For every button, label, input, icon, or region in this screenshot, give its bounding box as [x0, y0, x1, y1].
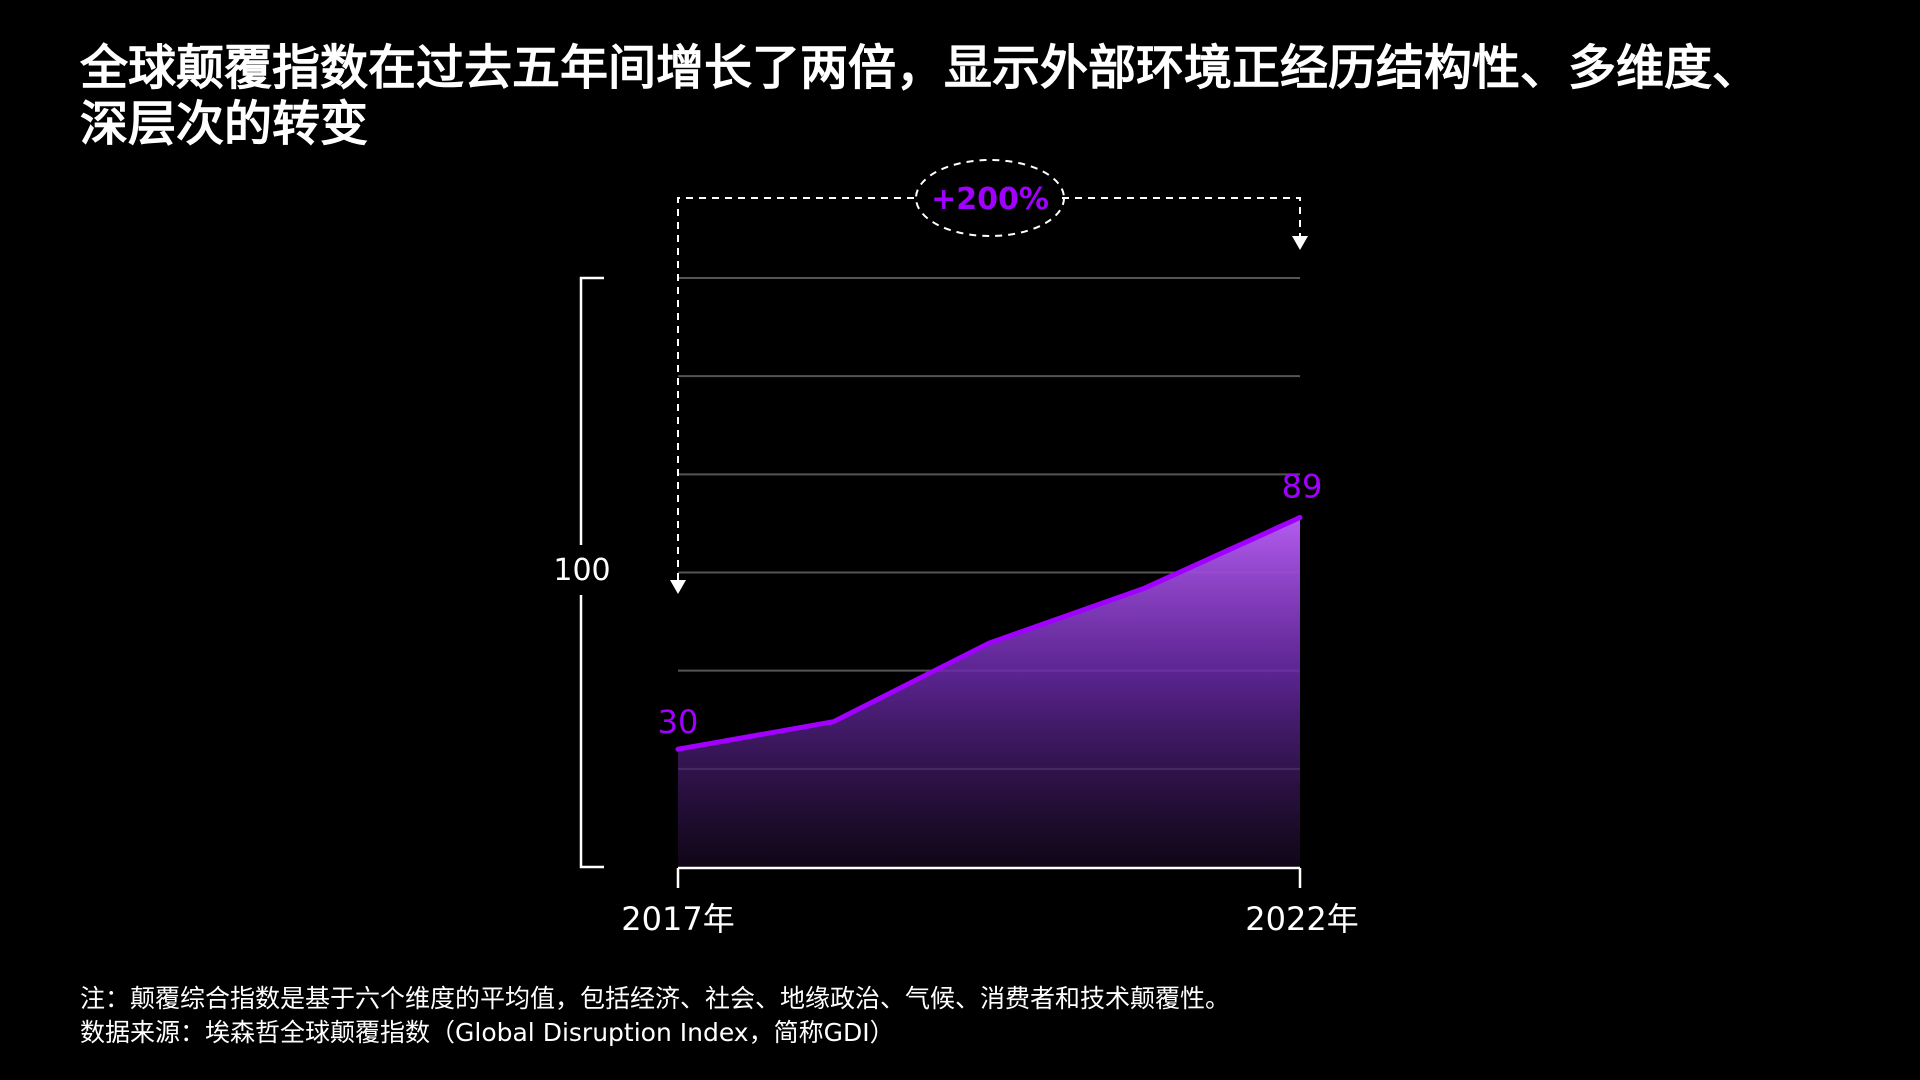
series-line [675, 515, 1303, 752]
y-scale-bracket [540, 276, 620, 869]
source-text: 数据来源：埃森哲全球颠覆指数（Global Disruption Index，简… [80, 1018, 895, 1047]
y-scale-label: 100 [553, 553, 610, 588]
x-axis [676, 866, 1302, 888]
change-label: +200% [931, 182, 1049, 217]
data-label-end: 89 [1282, 468, 1323, 506]
footnotes: 注：颠覆综合指数是基于六个维度的平均值，包括经济、社会、地缘政治、气候、消费者和… [80, 982, 1230, 1050]
x-tick-label-end: 2022年 [1245, 900, 1358, 938]
area-fill [678, 517, 1300, 867]
data-label-start: 30 [658, 703, 699, 741]
note-text: 注：颠覆综合指数是基于六个维度的平均值，包括经济、社会、地缘政治、气候、消费者和… [80, 984, 1231, 1013]
change-annotation [670, 159, 1308, 594]
title-line-1: 全球颠覆指数在过去五年间增长了两倍，显示外部环境正经历结构性、多维度、 [80, 40, 1761, 96]
x-tick-label-start: 2017年 [621, 900, 734, 938]
title-line-2: 深层次的转变 [80, 96, 369, 152]
page-title: 全球颠覆指数在过去五年间增长了两倍，显示外部环境正经历结构性、多维度、 深层次的… [80, 40, 1880, 152]
